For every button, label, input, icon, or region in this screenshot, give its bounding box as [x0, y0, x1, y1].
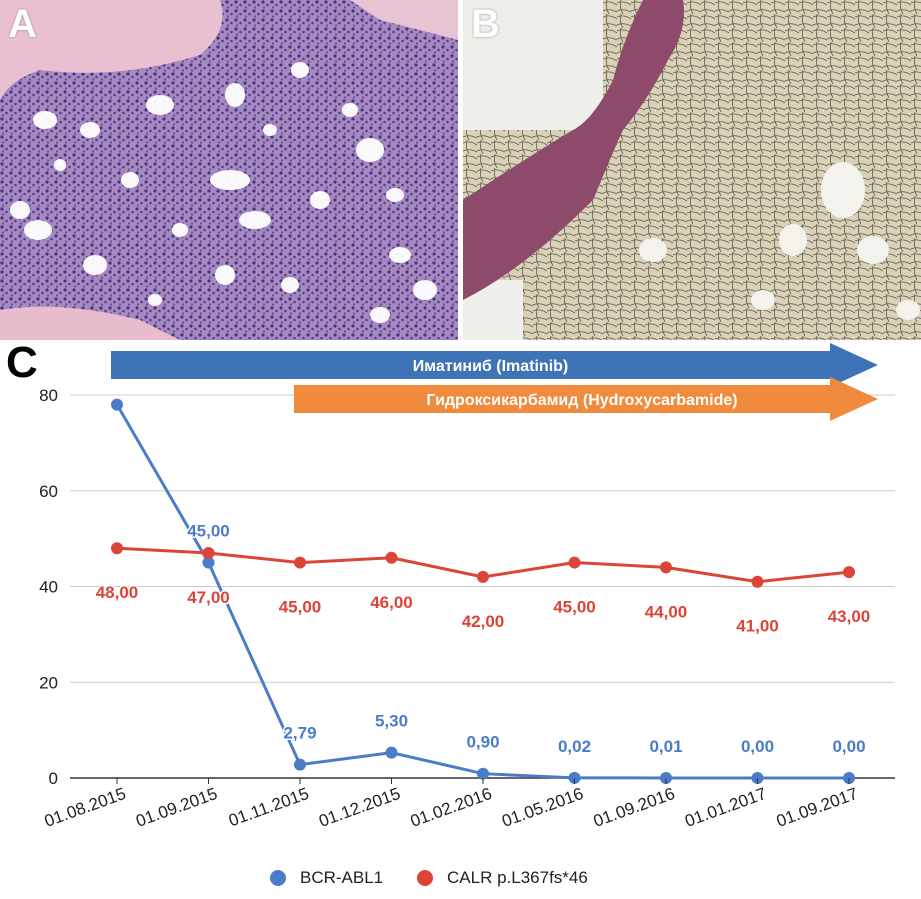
y-tick-label-20: 20 — [39, 673, 58, 692]
bcr-abl1-data-label-6: 0,01 — [649, 737, 682, 756]
series-0-point-2 — [294, 758, 306, 771]
series-1-point-6 — [660, 561, 672, 574]
x-tick-label-0: 01.08.2015 — [42, 784, 128, 831]
x-tick-label-8: 01.09.2017 — [774, 784, 860, 831]
calr-legend-marker — [417, 870, 433, 886]
he-stain-image — [0, 0, 458, 340]
calr-data-label-7: 41,00 — [736, 617, 779, 636]
series-0-point-1 — [202, 556, 215, 569]
x-tick-label-7: 01.01.2017 — [682, 784, 768, 831]
legend-item-bcr-abl1: BCR-ABL1 — [270, 868, 383, 888]
series-1-point-1 — [202, 546, 215, 559]
series-1-point-0 — [111, 542, 123, 555]
reticulin-stain-image — [463, 0, 921, 340]
y-tick-label-60: 60 — [39, 482, 58, 501]
therapy-arrow-label-0: Иматиниб (Imatinib) — [413, 358, 569, 375]
series-0-point-5 — [568, 771, 581, 784]
therapy-arrow-label-1: Гидроксикарбамид (Hydroxycarbamide) — [426, 392, 737, 409]
therapy-arrow-0 — [111, 343, 878, 387]
series-0-point-0 — [111, 398, 123, 411]
series-1-point-8 — [843, 566, 855, 579]
calr-data-label-4: 42,00 — [462, 612, 505, 631]
chart-data-labels: 45,00 2,79 5,30 0,90 0,02 0,01 0,00 0,00 48,00 47… — [94, 520, 872, 757]
bcr-abl1-data-label-3: 5,30 — [375, 712, 408, 731]
calr-data-label-2: 45,00 — [279, 598, 322, 617]
y-tick-label-80: 80 — [39, 386, 58, 405]
calr-data-label-1: 47,00 — [187, 588, 230, 607]
series-0-point-4 — [477, 767, 489, 780]
series-1-point-2 — [294, 556, 306, 569]
bcr-abl1-data-label-8: 0,00 — [832, 737, 865, 756]
legend-label-bcr-abl1: BCR-ABL1 — [300, 868, 384, 887]
series-1-point-7 — [751, 575, 764, 588]
molecular-response-chart: Иматиниб (Imatinib) Гидроксикарбамид (Hyd… — [39, 343, 895, 831]
series-1-point-4 — [477, 570, 489, 583]
bcr-abl1-data-label-2: 2,79 — [283, 724, 316, 743]
bcr-abl1-data-label-1: 45,00 — [187, 522, 230, 541]
legend-label-calr: CALR p.L367fs*46 — [447, 868, 588, 887]
panel-a-label: A — [8, 2, 37, 46]
calr-data-label-8: 43,00 — [828, 607, 871, 626]
bcr-abl1-data-label-7: 0,00 — [741, 737, 774, 756]
bcr-abl1-data-label-5: 0,02 — [558, 737, 591, 756]
calr-data-label-5: 45,00 — [553, 598, 596, 617]
series-0-point-6 — [660, 771, 672, 784]
series-1-point-3 — [385, 551, 398, 564]
y-tick-label-40: 40 — [39, 578, 58, 597]
calr-data-label-6: 44,00 — [645, 602, 688, 621]
x-tick-label-1: 01.09.2015 — [133, 784, 219, 831]
panel-b-label: B — [471, 2, 500, 46]
bcr-abl1-legend-marker — [270, 870, 286, 886]
chart-grid — [70, 394, 895, 779]
x-tick-label-5: 01.05.2016 — [499, 784, 585, 831]
calr-data-label-0: 48,00 — [96, 583, 139, 602]
legend-item-calr: CALR p.L367fs*46 — [417, 868, 588, 888]
therapy-arrows: Иматиниб (Imatinib) Гидроксикарбамид (Hyd… — [111, 343, 878, 421]
calr-data-label-3: 46,00 — [370, 593, 413, 612]
series-1-point-5 — [568, 556, 581, 569]
x-tick-label-6: 01.09.2016 — [591, 784, 677, 831]
x-tick-label-2: 01.11.2015 — [226, 784, 311, 831]
bcr-abl1-data-label-4: 0,90 — [466, 733, 499, 752]
x-tick-label-3: 01.12.2015 — [316, 784, 402, 831]
panel-c-label: C — [6, 338, 38, 387]
histology-panel-a: A — [0, 0, 458, 340]
therapy-arrow-1 — [294, 377, 878, 421]
histology-panel-b: B — [463, 0, 921, 340]
x-tick-label-4: 01.02.2016 — [408, 784, 494, 831]
series-0-point-3 — [385, 746, 398, 759]
y-tick-label-0: 0 — [49, 769, 58, 788]
